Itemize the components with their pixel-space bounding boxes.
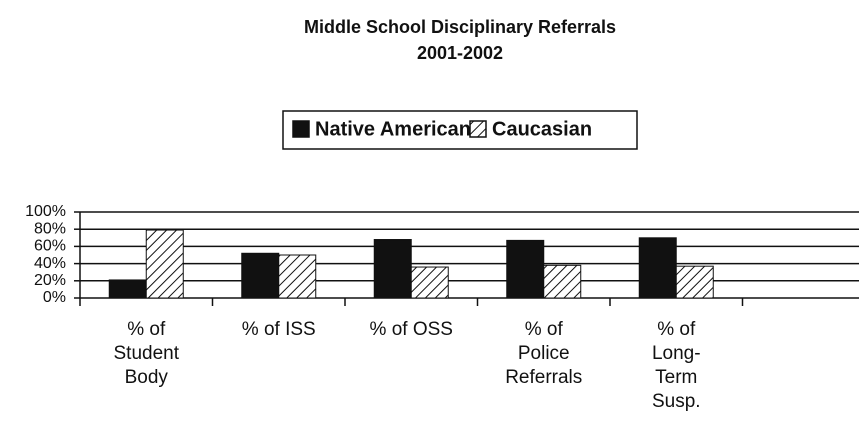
y-tick-label: 0%: [43, 289, 66, 306]
y-tick-label: 100%: [25, 203, 66, 220]
bar: [543, 264, 582, 299]
legend-box: [282, 110, 638, 150]
chart-title: Middle School Disciplinary Referrals: [304, 17, 616, 37]
bar: [638, 237, 677, 299]
bar: [108, 279, 147, 299]
bar: [278, 254, 317, 299]
chart-subtitle: 2001-2002: [417, 43, 503, 63]
x-tick-label: % of Police Referrals: [505, 319, 583, 388]
bar: [145, 229, 184, 299]
bar: [410, 266, 449, 299]
y-tick-label: 60%: [34, 238, 66, 255]
bar: [241, 252, 280, 299]
x-tick-label: % of ISS: [241, 319, 316, 340]
y-tick-label: 40%: [34, 255, 66, 272]
legend-label: Native American: [315, 118, 471, 140]
legend-label: Caucasian: [492, 118, 592, 140]
bar: [675, 265, 714, 299]
bar: [373, 239, 412, 299]
y-tick-label: 80%: [34, 220, 66, 237]
legend-swatch: [469, 120, 487, 138]
x-tick-label: % of Student Body: [113, 319, 180, 388]
x-tick-label: % of OSS: [369, 319, 453, 340]
bar: [506, 239, 545, 299]
legend-swatch: [292, 120, 310, 138]
x-tick-label: % of Long- Term Susp.: [651, 319, 701, 412]
y-tick-label: 20%: [34, 272, 66, 289]
